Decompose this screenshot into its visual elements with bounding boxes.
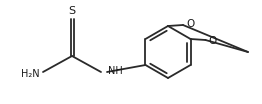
Text: O: O [209, 36, 217, 46]
Text: O: O [186, 19, 194, 29]
Text: NH: NH [108, 66, 123, 76]
Text: H₂N: H₂N [21, 69, 39, 79]
Text: S: S [68, 6, 75, 16]
